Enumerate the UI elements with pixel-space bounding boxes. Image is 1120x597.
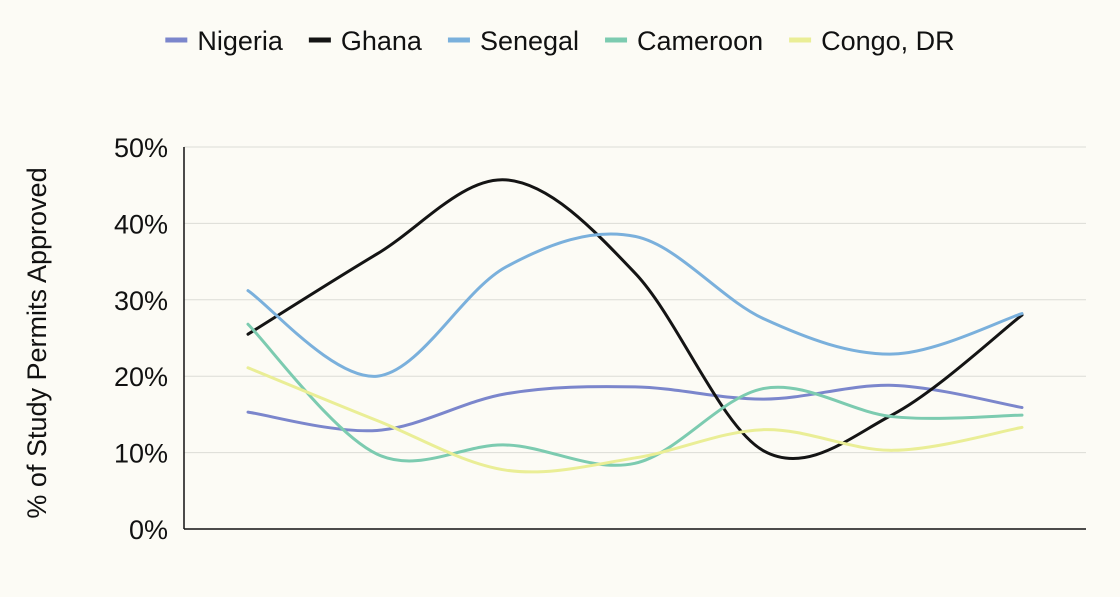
y-tick-label: 30% (114, 286, 168, 316)
y-tick-label: 0% (129, 515, 168, 545)
y-tick-label: 20% (114, 362, 168, 392)
y-axis-title: % of Study Permits Approved (22, 167, 52, 518)
series-line-congo-dr (246, 366, 1024, 474)
series-line-ghana (246, 178, 1024, 461)
y-tick-label: 10% (114, 439, 168, 469)
series-line-nigeria (246, 383, 1024, 433)
series-lines (246, 178, 1024, 474)
y-tick-label: 50% (114, 133, 168, 163)
legend-label: Senegal (480, 26, 579, 56)
gridlines (184, 146, 1086, 454)
legend-item: Senegal (447, 26, 579, 56)
legend-item: Nigeria (165, 26, 284, 56)
legend-label: Ghana (341, 26, 423, 56)
legend-item: Congo, DR (789, 26, 955, 56)
legend-label: Cameroon (637, 26, 763, 56)
y-tick-label: 40% (114, 209, 168, 239)
series-line-senegal (246, 232, 1024, 378)
series-line-cameroon (246, 322, 1024, 467)
legend: Nigeria Ghana Senegal Cameroon Congo, DR (165, 26, 955, 56)
axes: 0% 10% 20% 30% 40% 50% (114, 133, 1086, 545)
legend-label: Congo, DR (821, 26, 955, 56)
legend-item: Cameroon (605, 26, 763, 56)
legend-label: Nigeria (197, 26, 284, 56)
legend-item: Ghana (308, 26, 423, 56)
